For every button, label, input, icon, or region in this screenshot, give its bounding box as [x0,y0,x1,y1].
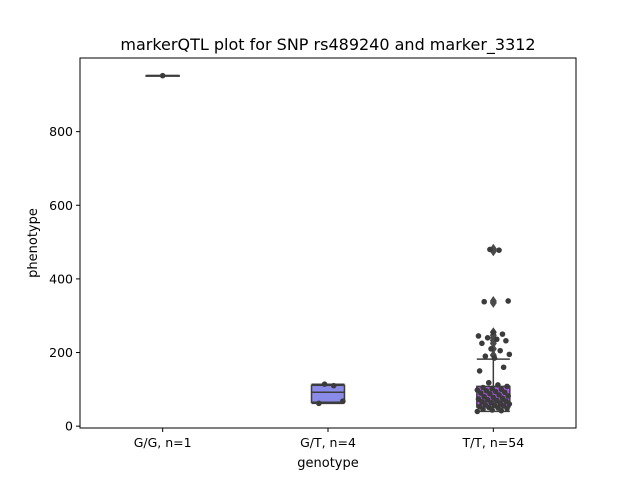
data-point [159,72,166,79]
strip-points [159,72,513,415]
x-tick-label: G/G, n=1 [134,435,192,450]
y-axis: 0 200 400 600 800 [49,124,80,434]
data-point [480,406,486,413]
box-iqr [310,384,346,403]
data-point [498,407,505,414]
data-point [321,381,328,387]
data-point [500,364,507,371]
plot-area-frame [79,57,577,429]
data-point [340,398,346,404]
data-point [477,390,484,396]
x-axis-label: genotype [297,456,358,471]
data-point [497,347,503,354]
data-point [493,336,500,343]
x-axis: G/G, n=1 G/T, n=4 T/T, n=54 [134,428,524,450]
y-tick-label: 200 [49,345,73,360]
y-tick-label: 800 [49,124,73,139]
y-tick-label: 400 [49,271,73,286]
data-point [479,340,485,347]
data-point [505,393,511,399]
data-point [490,329,497,336]
data-point [506,401,513,407]
data-point [499,331,506,337]
data-point [489,407,495,413]
data-point [488,346,494,352]
x-tick-label: G/T, n=4 [300,435,356,450]
outlier-marker [489,295,497,306]
data-point [487,390,493,397]
y-tick-label: 600 [49,198,73,213]
data-point [475,333,482,339]
data-point [485,379,492,386]
data-point [482,353,489,360]
data-point [476,368,483,374]
data-point [484,335,491,341]
chart-title: markerQTL plot for SNP rs489240 and mark… [120,35,535,55]
data-point [495,382,501,388]
data-point [506,351,513,358]
y-tick-label: 0 [65,419,73,434]
data-point [505,298,511,304]
x-tick-label: T/T, n=54 [461,435,524,450]
data-point [487,246,493,253]
data-point [501,389,508,396]
data-point [491,355,498,361]
data-point [316,400,322,407]
data-point [496,247,502,253]
data-point [330,382,337,389]
box-plot [310,383,346,405]
data-point [474,408,481,415]
data-point [504,383,510,390]
data-point [481,298,487,305]
y-axis-label: phenotype [26,208,41,278]
data-point [504,405,510,412]
data-point [503,337,509,344]
box-series [145,74,511,413]
